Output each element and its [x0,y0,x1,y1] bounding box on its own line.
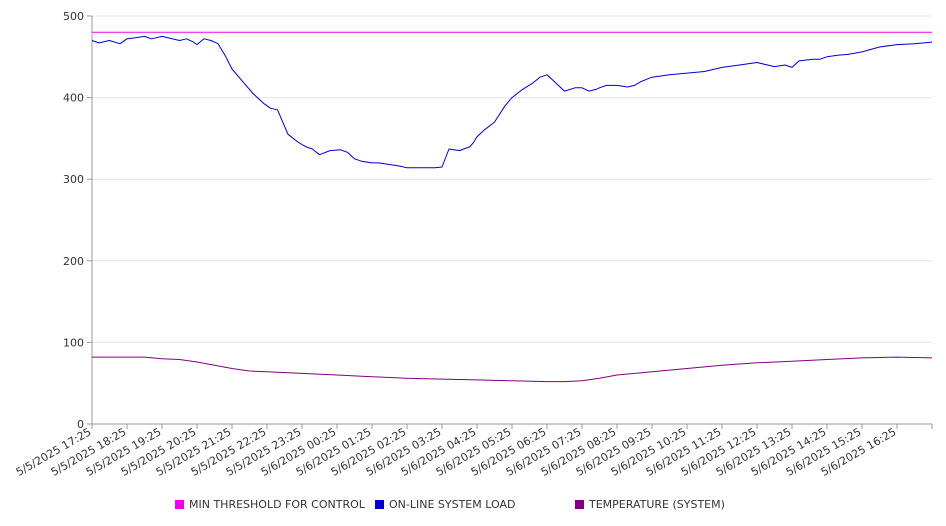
y-tick-label: 0 [77,418,84,431]
legend-item-min-threshold[interactable]: MIN THRESHOLD FOR CONTROL [175,498,365,511]
x-axis-ticks: 5/5/2025 17:255/5/2025 18:255/5/2025 19:… [14,424,933,479]
legend-swatch [575,500,584,509]
legend-swatch [175,500,184,509]
y-tick-label: 400 [63,92,84,105]
legend-item-temperature[interactable]: TEMPERATURE (SYSTEM) [575,498,725,511]
y-tick-label: 200 [63,255,84,268]
legend-label: ON-LINE SYSTEM LOAD [389,498,516,511]
y-tick-label: 500 [63,10,84,23]
y-tick-label: 100 [63,336,84,349]
legend-label: MIN THRESHOLD FOR CONTROL [189,498,365,511]
axes [91,16,932,425]
series-line-on-line-system-load [91,35,933,169]
series-lines [91,31,933,383]
y-axis-ticks: 0 100 200 300 400 500 [63,10,92,431]
y-tick-label: 300 [63,173,84,186]
grid-lines [92,15,932,343]
legend-label: TEMPERATURE (SYSTEM) [589,498,725,511]
legend-swatch [375,500,384,509]
series-line-temperature-system [92,356,933,383]
legend: MIN THRESHOLD FOR CONTROL ON-LINE SYSTEM… [0,498,946,514]
legend-item-system-load[interactable]: ON-LINE SYSTEM LOAD [375,498,515,511]
